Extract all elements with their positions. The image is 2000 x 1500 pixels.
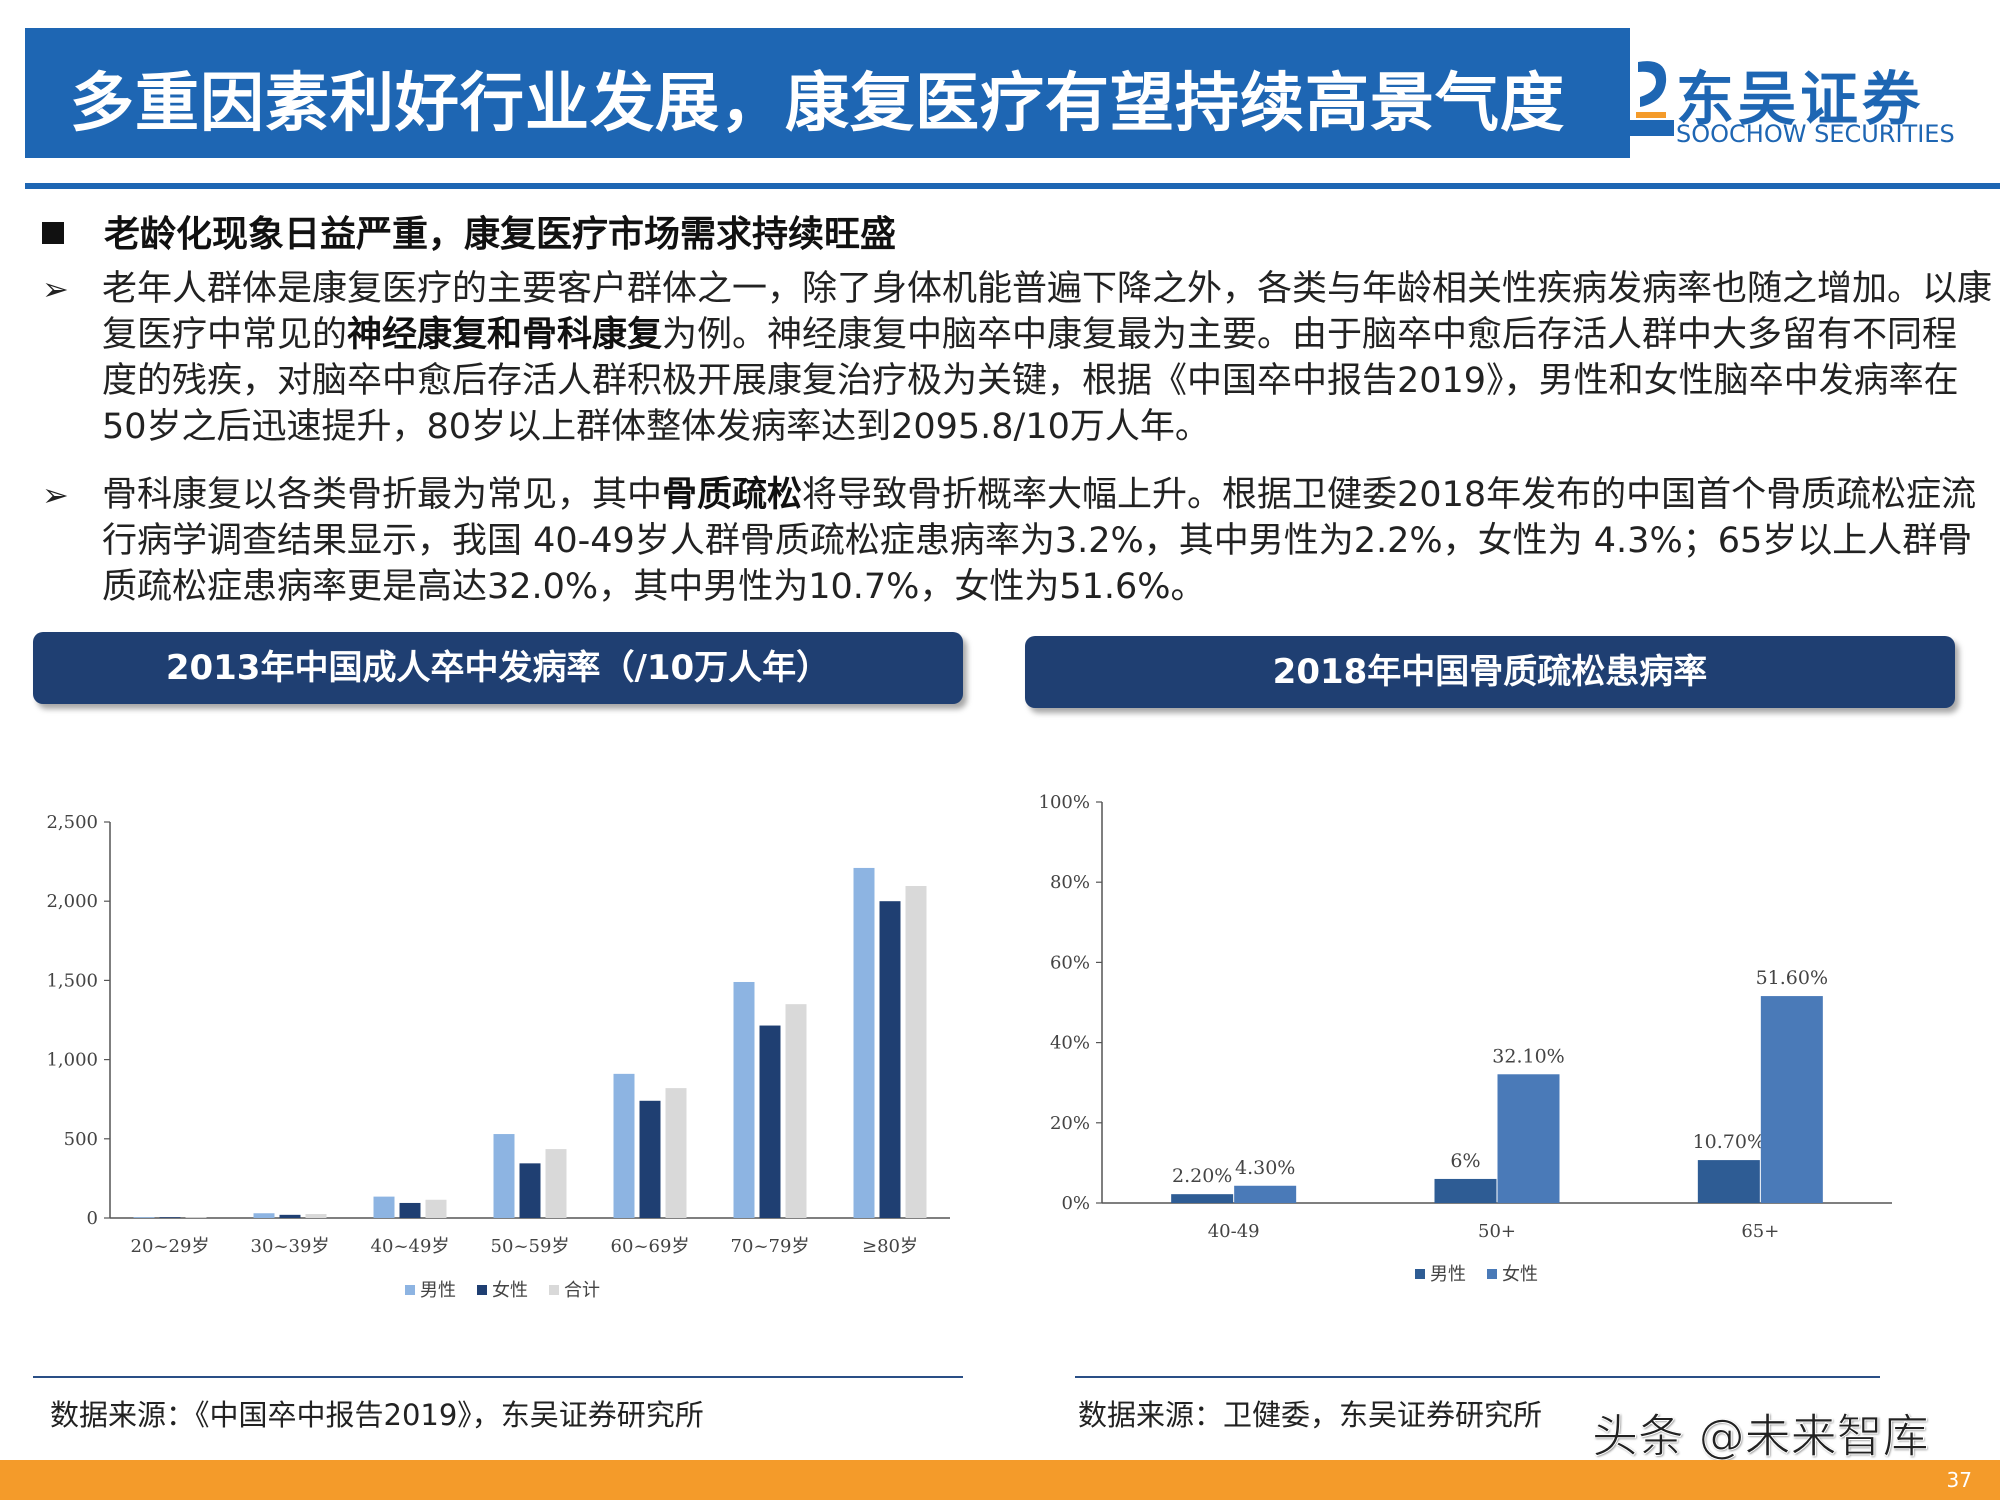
- data-label: 4.30%: [1235, 1157, 1295, 1179]
- bar: [759, 1025, 781, 1218]
- x-tick-label: 50+: [1478, 1221, 1516, 1242]
- paragraph-segment: 骨科康复以各类骨折最为常见，其中: [102, 475, 663, 515]
- paragraph-bold-segment: 神经康复和骨科康复: [347, 315, 663, 355]
- left-source-note: 数据来源：《中国卒中报告2019》，东吴证券研究所: [50, 1398, 704, 1432]
- bar: [1697, 1160, 1760, 1203]
- legend-swatch: [1487, 1269, 1497, 1279]
- bar: [1497, 1074, 1560, 1203]
- y-tick-label: 60%: [1050, 952, 1090, 973]
- data-label: 6%: [1450, 1150, 1480, 1172]
- bar: [279, 1214, 301, 1218]
- page-title: 多重因素利好行业发展，康复医疗有望持续高景气度: [70, 67, 1565, 141]
- right-source-divider: [1075, 1376, 1880, 1378]
- logo-chinese-name: 东吴证券: [1676, 65, 1925, 133]
- header-rule: [25, 183, 2000, 189]
- bar: [639, 1100, 661, 1218]
- bar: [253, 1213, 275, 1218]
- data-label: 10.70%: [1693, 1131, 1765, 1153]
- data-label: 51.60%: [1756, 967, 1828, 989]
- bar: [425, 1199, 447, 1218]
- y-tick-label: 2,500: [46, 812, 98, 833]
- bar: [613, 1073, 635, 1218]
- x-tick-label: 60~69岁: [611, 1236, 690, 1257]
- legend-label: 合计: [564, 1280, 600, 1301]
- bar: [879, 901, 901, 1218]
- paragraph-segment: 为例。神经康复中脑卒中康复最为主要。由于脑卒中愈后存活人群中大多留有不同程度的残…: [102, 315, 1959, 447]
- paragraph-bold-segment: 骨质疏松: [662, 475, 803, 515]
- x-tick-label: 40~49岁: [371, 1236, 450, 1257]
- bar: [1234, 1185, 1297, 1203]
- legend-label: 女性: [1502, 1264, 1538, 1285]
- bar: [665, 1088, 687, 1218]
- bar: [519, 1163, 541, 1218]
- section-heading-text: 老龄化现象日益严重，康复医疗市场需求持续旺盛: [104, 214, 897, 255]
- bar: [305, 1214, 327, 1218]
- right-source-note: 数据来源：卫健委，东吴证券研究所: [1078, 1398, 1543, 1432]
- logo-mark-icon: [1630, 61, 1674, 136]
- x-tick-label: 50~59岁: [491, 1236, 570, 1257]
- y-tick-label: 0%: [1061, 1193, 1090, 1214]
- bar: [1760, 996, 1823, 1203]
- legend-label: 女性: [492, 1280, 528, 1301]
- paragraph-text: 骨科康复以各类骨折最为常见，其中骨质疏松将导致骨折概率大幅上升。根据卫健委201…: [102, 472, 1992, 610]
- bar: [905, 885, 927, 1218]
- bar: [545, 1149, 567, 1218]
- legend-swatch: [1415, 1269, 1425, 1279]
- bar: [493, 1134, 515, 1218]
- watermark: 头条 @未来智库: [1592, 1409, 1930, 1464]
- y-tick-label: 100%: [1039, 792, 1090, 813]
- x-tick-label: 20~29岁: [131, 1236, 210, 1257]
- legend-label: 男性: [420, 1280, 456, 1301]
- x-tick-label: 70~79岁: [731, 1236, 810, 1257]
- page-number: 37: [1946, 1468, 1972, 1492]
- y-tick-label: 500: [64, 1129, 98, 1150]
- data-label: 32.10%: [1492, 1045, 1564, 1067]
- x-tick-label: 65+: [1741, 1221, 1779, 1242]
- bar: [399, 1202, 421, 1218]
- paragraph-segment: 老年人群体是康复医疗的主要客户群体之一，除了身体机能普遍下降之外，各类与年龄相关…: [102, 269, 1993, 355]
- y-tick-label: 0: [87, 1208, 98, 1229]
- square-bullet-icon: [42, 222, 64, 244]
- bar: [733, 981, 755, 1218]
- bar: [853, 867, 875, 1218]
- stroke-incidence-chart: 0 500 1,000 1,500 2,000 2,500 20~29岁 30~39岁 40~4…: [46, 812, 950, 1301]
- y-tick-label: 2,000: [46, 891, 98, 912]
- y-tick-label: 40%: [1050, 1033, 1090, 1054]
- bar: [373, 1196, 395, 1218]
- y-tick-label: 80%: [1050, 872, 1090, 893]
- data-label: 2.20%: [1172, 1165, 1232, 1187]
- x-tick-label: 30~39岁: [251, 1236, 330, 1257]
- x-tick-label: 40-49: [1208, 1221, 1260, 1242]
- y-tick-label: 1,000: [46, 1050, 98, 1071]
- paragraph-segment: 将导致骨折概率大幅上升。根据卫健委2018年发布的中国首个骨质疏松症流行病学调查…: [102, 475, 1977, 607]
- arrow-bullet-icon: ➢: [42, 476, 69, 514]
- bar: [1434, 1178, 1497, 1203]
- paragraph-text: 老年人群体是康复医疗的主要客户群体之一，除了身体机能普遍下降之外，各类与年龄相关…: [102, 266, 1992, 450]
- legend-label: 男性: [1430, 1264, 1466, 1285]
- osteoporosis-chart-title: 2018年中国骨质疏松患病率: [1025, 636, 1955, 708]
- bar: [185, 1217, 207, 1218]
- x-tick-label: ≥80岁: [862, 1236, 918, 1257]
- company-logo: 东吴证券 SOOCHOW SECURITIES: [1628, 52, 1978, 152]
- title-bar: 多重因素利好行业发展，康复医疗有望持续高景气度: [25, 28, 1630, 158]
- y-tick-label: 1,500: [46, 970, 98, 991]
- section-heading: 老龄化现象日益严重，康复医疗市场需求持续旺盛: [42, 205, 896, 257]
- arrow-bullet-icon: ➢: [42, 270, 69, 308]
- bar: [133, 1217, 155, 1218]
- bar: [785, 1004, 807, 1218]
- logo-english-name: SOOCHOW SECURITIES: [1676, 120, 1955, 148]
- y-tick-label: 20%: [1050, 1113, 1090, 1134]
- legend-swatch: [405, 1285, 415, 1295]
- paragraph-ortho-rehab: ➢ 骨科康复以各类骨折最为常见，其中骨质疏松将导致骨折概率大幅上升。根据卫健委2…: [42, 472, 1992, 610]
- paragraph-neuro-rehab: ➢ 老年人群体是康复医疗的主要客户群体之一，除了身体机能普遍下降之外，各类与年龄…: [42, 266, 1992, 450]
- legend-swatch: [549, 1285, 559, 1295]
- footer-bar: [0, 1460, 2000, 1500]
- bar: [159, 1217, 181, 1218]
- bar: [1171, 1194, 1234, 1203]
- stroke-chart-title: 2013年中国成人卒中发病率（/10万人年）: [33, 632, 963, 704]
- legend-swatch: [477, 1285, 487, 1295]
- osteoporosis-prevalence-chart: 0% 20% 40% 60% 80% 100% 40-49 2.20% 4.30% 50+ 6% 32…: [1039, 792, 1892, 1285]
- left-source-divider: [33, 1376, 963, 1378]
